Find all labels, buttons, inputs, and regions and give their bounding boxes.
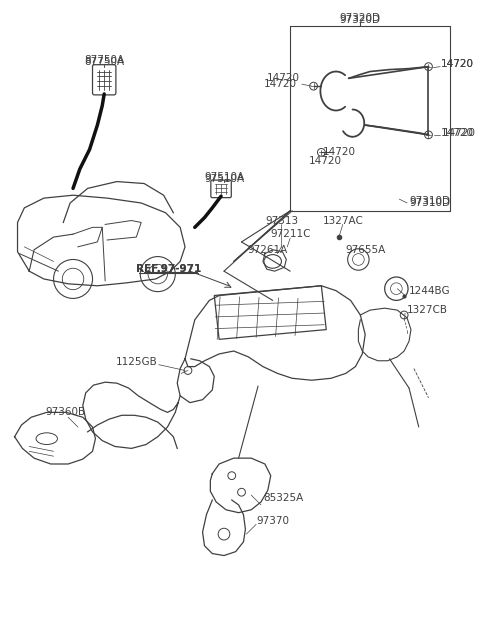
Text: 14720: 14720 <box>441 128 474 138</box>
Text: 97211C: 97211C <box>270 229 311 239</box>
Text: 97310D: 97310D <box>409 198 450 208</box>
Text: 14720: 14720 <box>441 58 474 69</box>
Text: 97320D: 97320D <box>340 15 381 25</box>
Text: 97655A: 97655A <box>345 245 385 255</box>
Text: 85325A: 85325A <box>263 493 303 503</box>
Text: 14720: 14720 <box>267 74 300 83</box>
Text: 97370: 97370 <box>256 516 289 526</box>
Text: 14720: 14720 <box>443 128 476 138</box>
Text: 1125GB: 1125GB <box>116 357 158 367</box>
Text: 87750A: 87750A <box>84 57 124 67</box>
Text: 87750A: 87750A <box>84 55 124 65</box>
Text: REF.97-971: REF.97-971 <box>136 264 201 274</box>
Text: 97510A: 97510A <box>204 172 244 182</box>
Text: 14720: 14720 <box>323 147 355 157</box>
Text: REF.97-971: REF.97-971 <box>136 264 201 274</box>
Text: 97320D: 97320D <box>340 13 381 23</box>
Text: 14720: 14720 <box>441 58 474 69</box>
Text: 1327CB: 1327CB <box>407 305 448 315</box>
Text: 14720: 14720 <box>309 156 342 166</box>
Text: 97360B: 97360B <box>46 408 86 418</box>
Text: 97261A: 97261A <box>248 245 288 255</box>
Text: 97310D: 97310D <box>409 196 450 206</box>
Text: 1327AC: 1327AC <box>323 216 363 226</box>
Text: 97510A: 97510A <box>204 174 244 184</box>
Text: 1244BG: 1244BG <box>409 286 451 296</box>
Text: 14720: 14720 <box>264 79 297 89</box>
Text: 97313: 97313 <box>265 216 298 226</box>
